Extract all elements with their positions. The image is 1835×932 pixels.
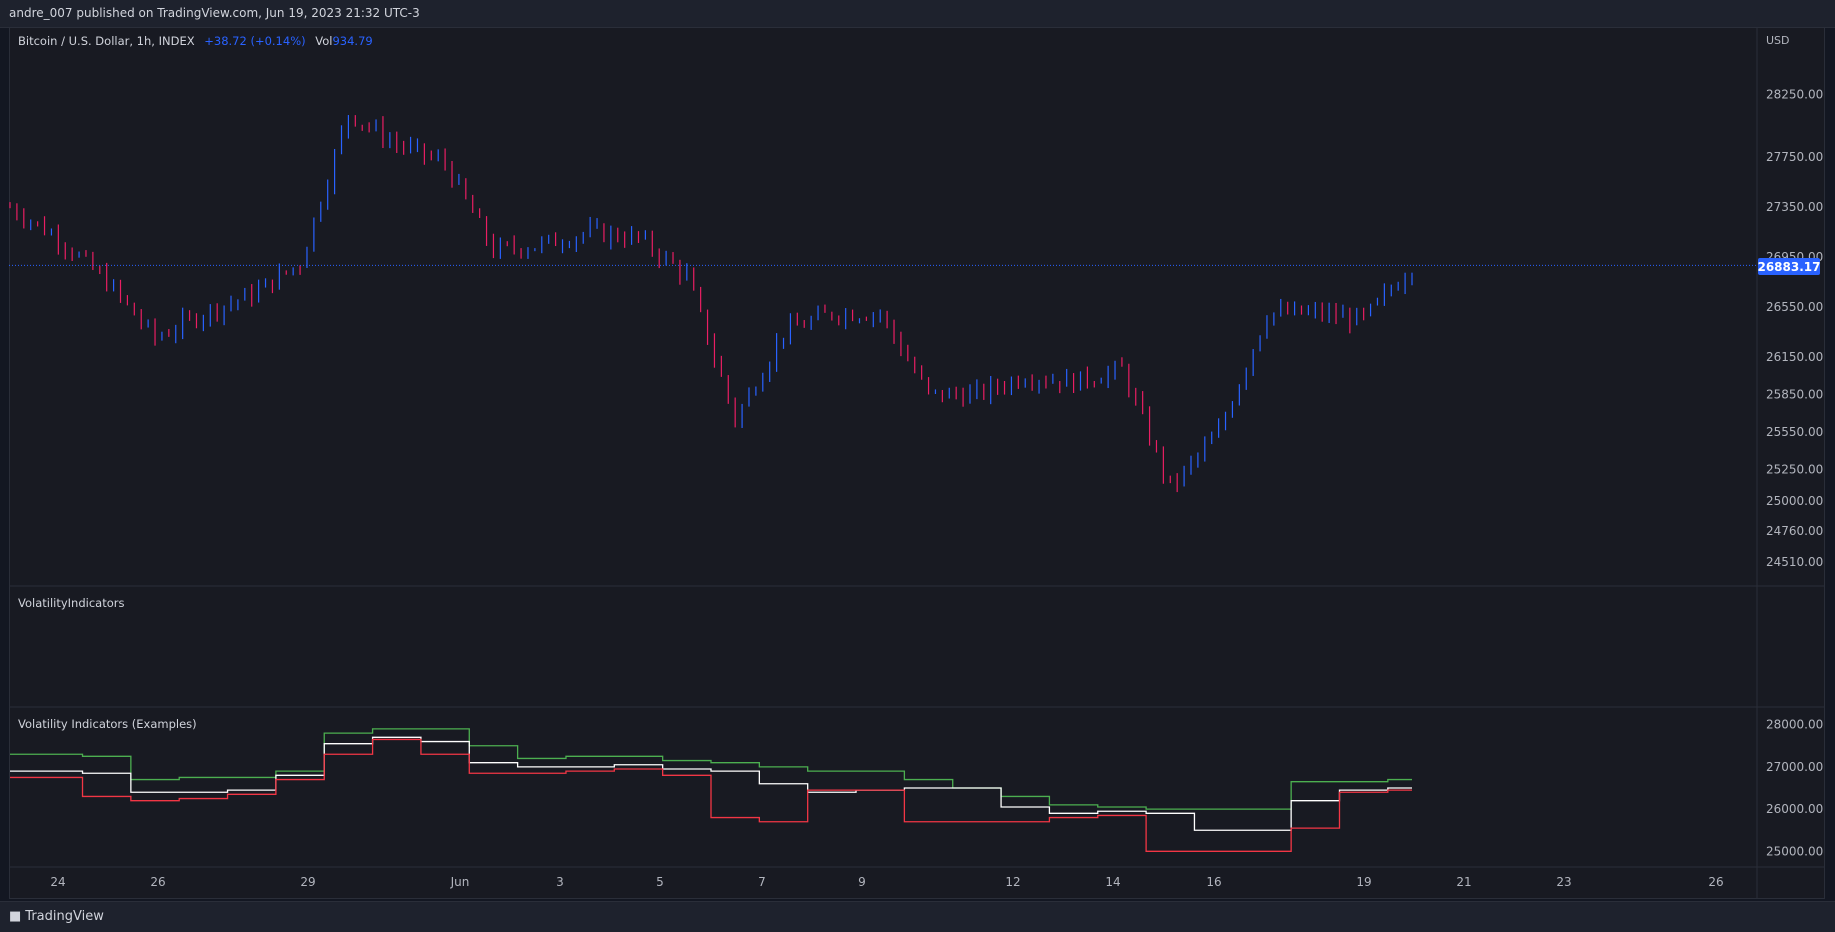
tradingview-logo[interactable]: ■ TradingView [9, 909, 104, 924]
price-tick-5: 26150.00 [1766, 350, 1823, 364]
chart-canvas[interactable]: 28250.0027750.0027350.0026950.0026550.00… [0, 0, 1835, 900]
time-tick-9: 14 [1105, 875, 1120, 889]
price-axis[interactable]: 28250.0027750.0027350.0026950.0026550.00… [1766, 88, 1823, 570]
tv-logo-icon: ■ [9, 909, 22, 924]
pane3-title[interactable]: Volatility Indicators (Examples) [18, 717, 197, 731]
time-tick-1: 26 [150, 875, 165, 889]
vol-tick-0: 28000.00 [1766, 718, 1823, 732]
price-tick-7: 25550.00 [1766, 425, 1823, 439]
vol-tick-1: 27000.00 [1766, 760, 1823, 774]
volume-label: Vol [315, 34, 333, 48]
time-tick-7: 9 [858, 875, 866, 889]
time-axis[interactable]: 24 26 29 Jun 3 5 7 9 12 14 16 19 21 23 26 [50, 875, 1723, 889]
price-tick-10: 24760.00 [1766, 524, 1823, 538]
last-price-label: 26883.17 [1757, 260, 1820, 274]
price-tick-9: 25000.00 [1766, 494, 1823, 508]
change-value: +38.72 (+0.14%) [204, 34, 306, 48]
time-tick-11: 19 [1356, 875, 1371, 889]
time-tick-14: 26 [1708, 875, 1723, 889]
time-tick-4: 3 [556, 875, 564, 889]
time-tick-10: 16 [1206, 875, 1221, 889]
vol-tick-2: 26000.00 [1766, 802, 1823, 816]
vol-series-2 [10, 738, 1412, 852]
vol-series-1 [10, 736, 1412, 831]
time-tick-5: 5 [656, 875, 664, 889]
volume-value: 934.79 [332, 34, 373, 48]
time-tick-13: 23 [1556, 875, 1571, 889]
symbol-title[interactable]: Bitcoin / U.S. Dollar, 1h, INDEX [18, 34, 195, 48]
price-tick-2: 27350.00 [1766, 200, 1823, 214]
time-tick-0: 24 [50, 875, 65, 889]
price-bars [9, 115, 1413, 493]
price-tick-8: 25250.00 [1766, 463, 1823, 477]
currency-label: USD [1766, 34, 1790, 47]
brand-text: TradingView [25, 909, 104, 924]
time-tick-3: Jun [450, 875, 470, 889]
time-tick-2: 29 [300, 875, 315, 889]
published-text: andre_007 published on TradingView.com, … [9, 6, 420, 20]
time-tick-12: 21 [1456, 875, 1471, 889]
pane3-legend: Volatility Indicators (Examples) [18, 717, 197, 731]
time-tick-8: 12 [1005, 875, 1020, 889]
footer-bar: ■ TradingView [0, 901, 1835, 932]
price-tick-1: 27750.00 [1766, 150, 1823, 164]
price-tick-4: 26550.00 [1766, 300, 1823, 314]
price-tick-0: 28250.00 [1766, 88, 1823, 102]
vol-series-0 [10, 728, 1412, 810]
price-tick-6: 25850.00 [1766, 388, 1823, 402]
time-tick-6: 7 [758, 875, 766, 889]
price-tick-11: 24510.00 [1766, 555, 1823, 569]
volatility-price-axis[interactable]: 28000.00 27000.00 26000.00 25000.00 [1766, 718, 1823, 859]
vol-tick-3: 25000.00 [1766, 844, 1823, 858]
pane2-title[interactable]: VolatilityIndicators [18, 596, 125, 610]
main-legend: Bitcoin / U.S. Dollar, 1h, INDEX +38.72 … [18, 34, 373, 48]
chart-frame[interactable] [9, 27, 1825, 899]
volatility-bands [10, 728, 1412, 852]
pane2-legend: VolatilityIndicators [18, 596, 124, 610]
last-price-badge [1758, 258, 1820, 275]
